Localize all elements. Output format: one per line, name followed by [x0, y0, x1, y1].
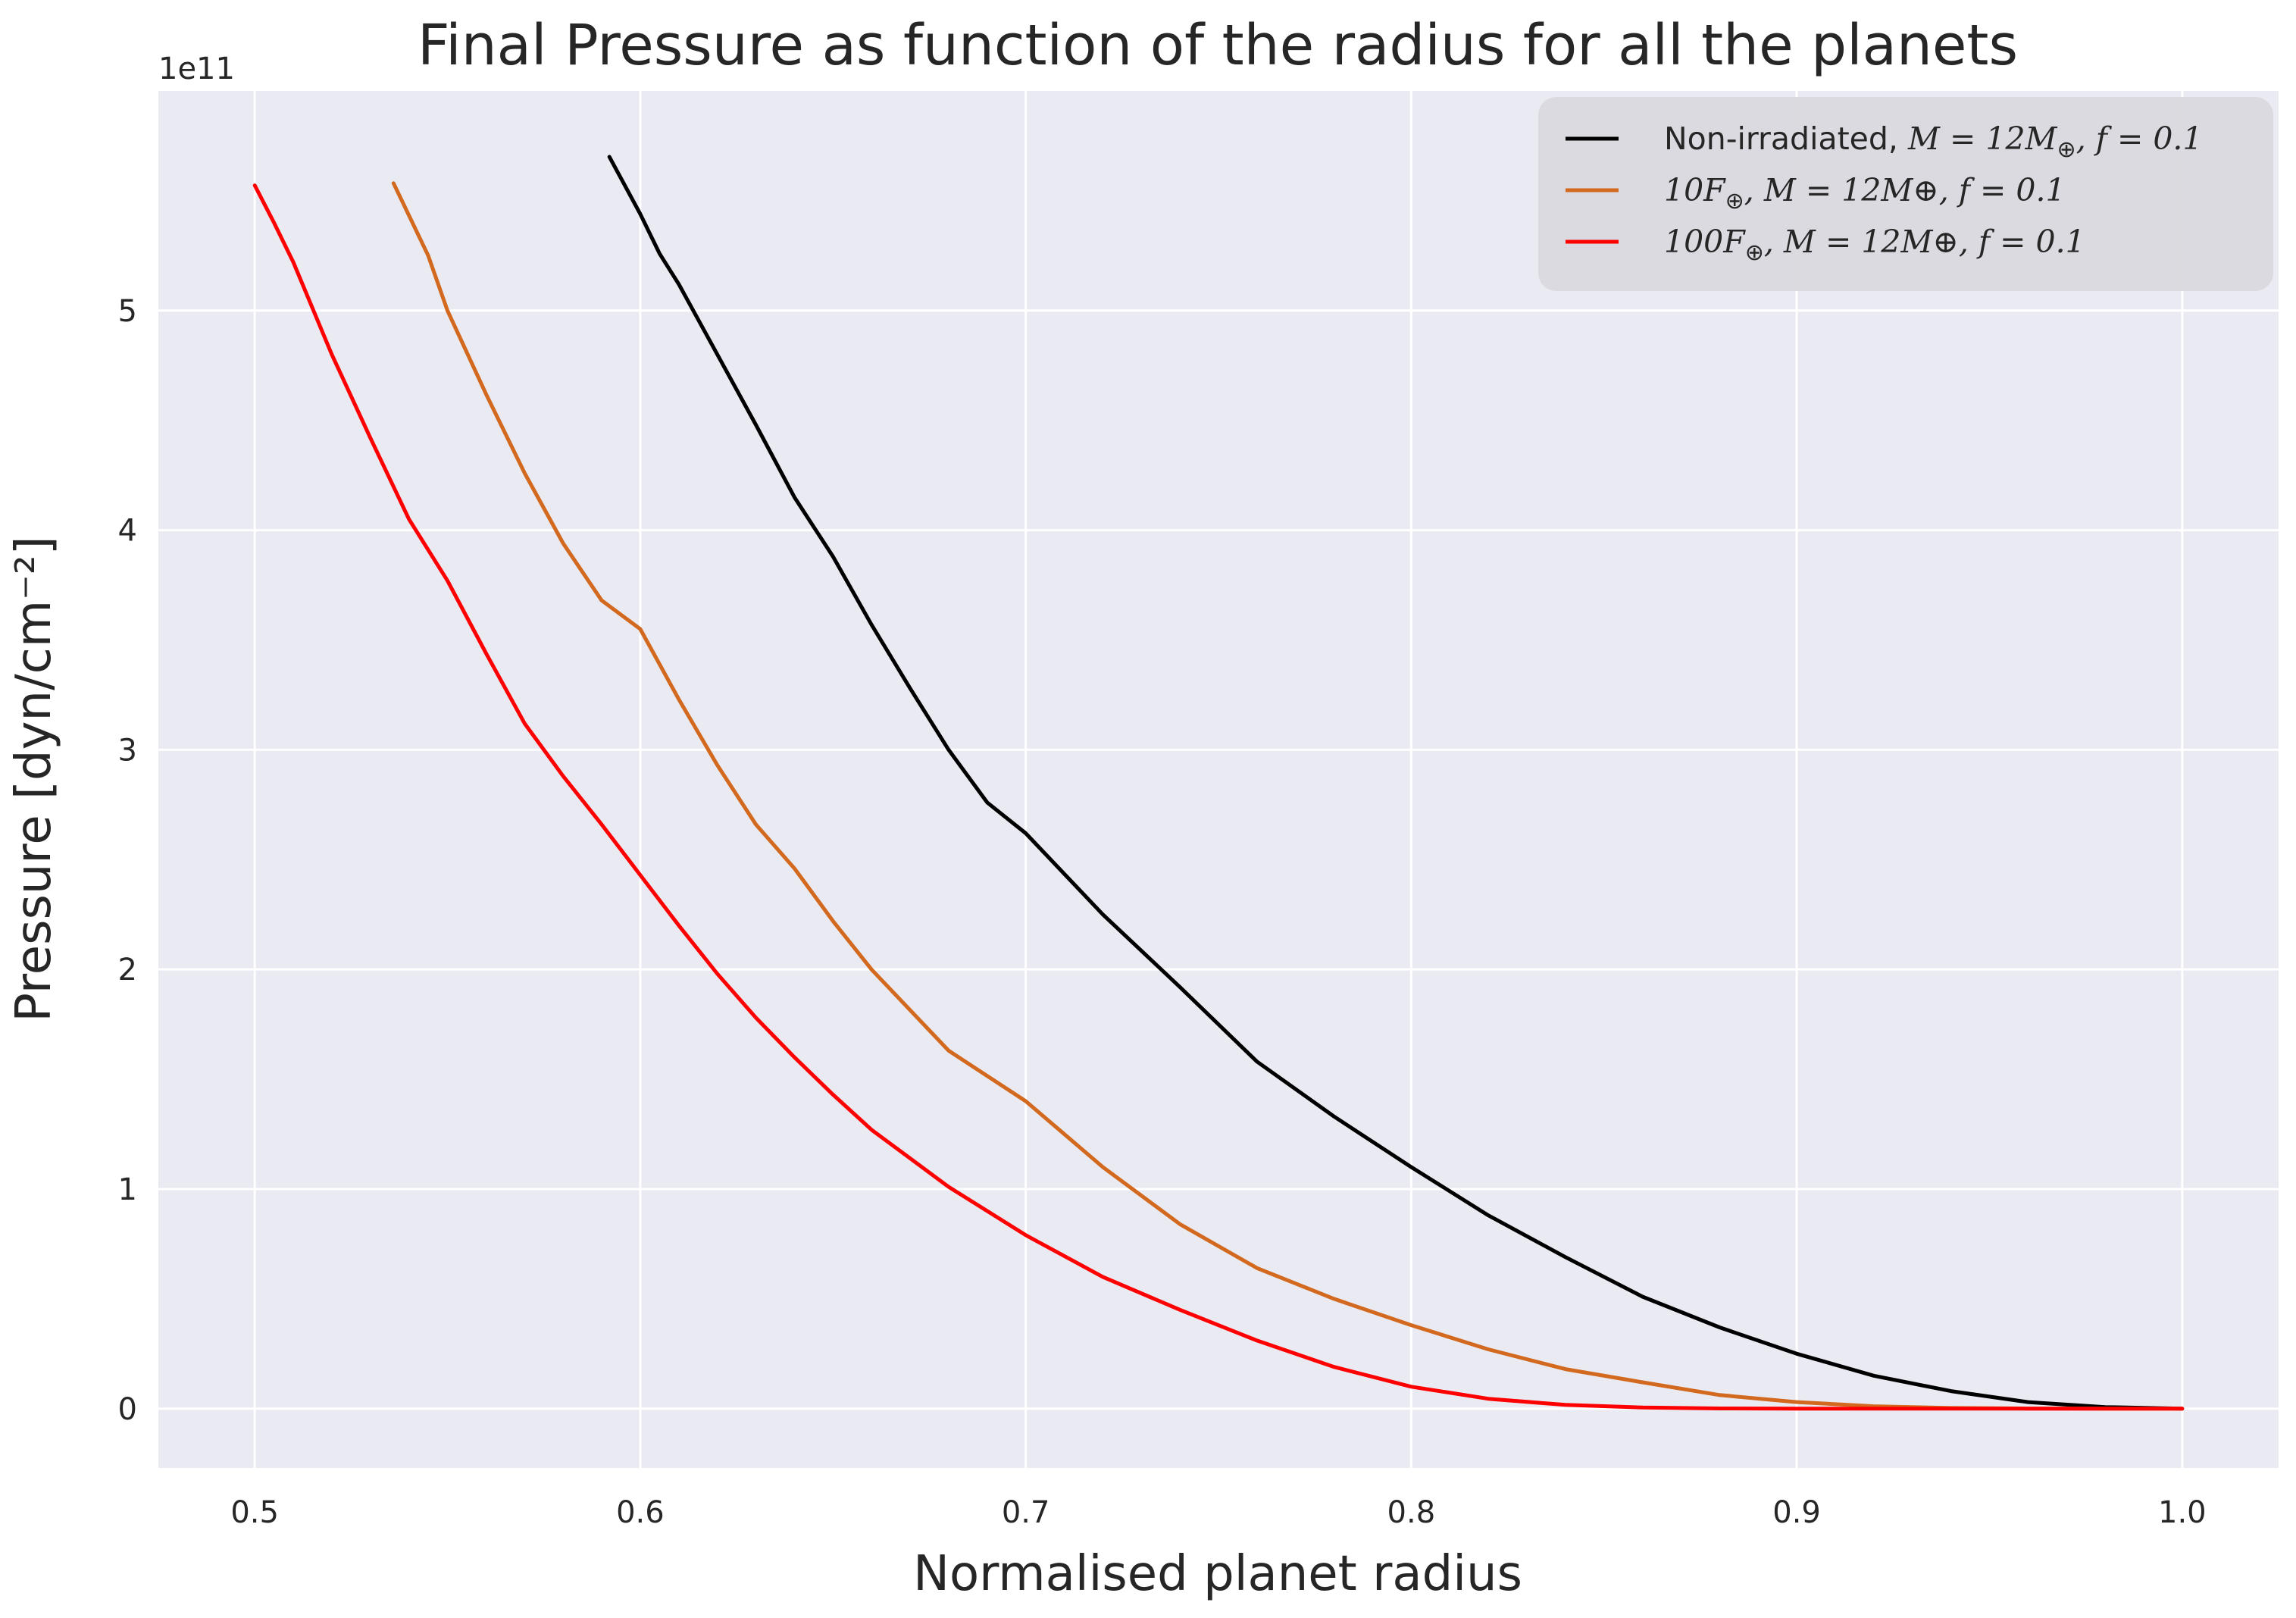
y-tick-label: 4	[118, 514, 137, 549]
series-layer	[252, 155, 2185, 1411]
x-tick-label: 0.8	[1387, 1495, 1436, 1530]
series-line-0	[607, 155, 2185, 1411]
grid-x	[253, 91, 2184, 1468]
legend: Non-irradiated, M = 12M⊕, f = 0.1 10F⊕, M…	[1538, 97, 2273, 291]
y-offset-label: 1e11	[158, 52, 235, 86]
legend-label-1: 10F⊕, M = 12M⊕, f = 0.1	[1664, 172, 2066, 214]
plot-area	[158, 91, 2279, 1468]
y-tick-label: 1	[118, 1172, 137, 1207]
y-tick-labels: 0 1 2 3 4 5	[118, 294, 137, 1427]
series-line-2	[252, 183, 2185, 1411]
x-axis-label: Normalised planet radius	[913, 1546, 1522, 1602]
y-tick-label: 0	[118, 1392, 137, 1427]
y-tick-label: 2	[118, 953, 137, 987]
x-tick-label: 0.7	[1002, 1495, 1050, 1530]
x-tick-label: 0.5	[230, 1495, 279, 1530]
x-tick-label: 0.9	[1772, 1495, 1821, 1530]
x-tick-label: 0.6	[616, 1495, 665, 1530]
y-tick-label: 5	[118, 294, 137, 329]
x-tick-labels: 0.5 0.6 0.7 0.8 0.9 1.0	[230, 1495, 2206, 1530]
series-line-1	[391, 181, 2185, 1411]
legend-label-2: 100F⊕, M = 12M⊕, f = 0.1	[1664, 224, 2085, 266]
legend-label-0: Non-irradiated, M = 12M⊕, f = 0.1	[1664, 120, 2203, 163]
legend-box	[1538, 97, 2273, 291]
chart-title: Final Pressure as function of the radius…	[418, 13, 2018, 78]
grid-y	[158, 309, 2279, 1410]
x-tick-label: 1.0	[2158, 1495, 2207, 1530]
y-tick-label: 3	[118, 733, 137, 768]
y-axis-label: Pressure [dyn/cm⁻²]	[6, 536, 62, 1022]
